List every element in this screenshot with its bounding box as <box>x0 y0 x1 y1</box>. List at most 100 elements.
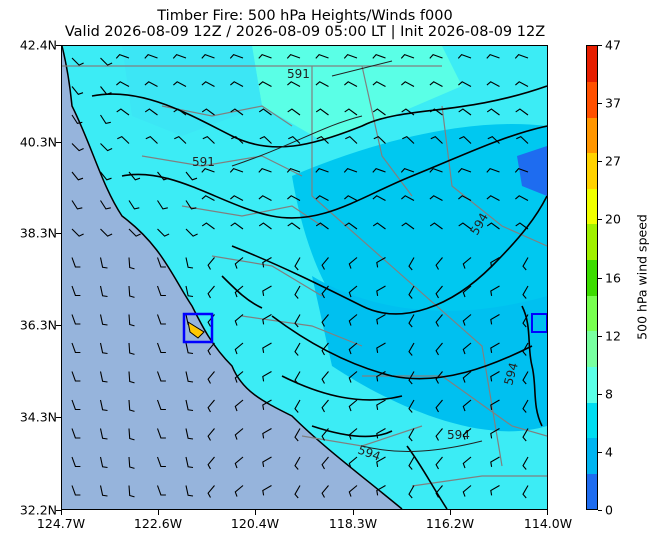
wind-barb <box>185 485 194 497</box>
wind-barbs <box>71 53 529 499</box>
wind-barb <box>376 428 386 439</box>
wind-barb <box>99 285 108 298</box>
wind-barb <box>234 399 244 412</box>
wind-barb <box>201 167 215 173</box>
wind-barb <box>71 200 83 210</box>
wind-barb <box>344 222 358 230</box>
wind-barb <box>457 167 472 173</box>
wind-barb <box>156 371 166 382</box>
wind-barb <box>185 228 198 237</box>
colorbar-tick-mark <box>598 451 602 453</box>
wind-barb <box>373 135 386 144</box>
wind-barb <box>230 108 244 116</box>
wind-barb <box>435 257 443 270</box>
colorbar-segment <box>587 473 597 510</box>
wind-barb <box>462 314 472 326</box>
wind-barb <box>435 399 443 413</box>
wind-barb <box>458 195 472 201</box>
y-tick-label: 34.3N <box>19 409 57 425</box>
wind-barb <box>71 228 84 237</box>
wind-barb <box>321 371 329 384</box>
y-tick-mark <box>56 325 61 326</box>
wind-barb <box>234 456 244 469</box>
wind-barb <box>128 200 140 210</box>
colorbar-tick-label: 47 <box>605 37 621 53</box>
wind-barb <box>99 485 108 497</box>
wind-barb <box>71 57 84 66</box>
wind-barb <box>408 342 415 356</box>
wind-barb <box>185 200 197 210</box>
wind-barb <box>462 342 472 355</box>
wind-barb <box>429 222 443 230</box>
wind-barb <box>400 53 415 59</box>
wind-barb <box>287 195 301 201</box>
chart-title-line-1: Timber Fire: 500 hPa Heights/Winds f000 <box>157 8 453 24</box>
wind-barb <box>522 428 529 442</box>
wind-barb <box>287 81 301 87</box>
wind-barb <box>207 456 215 470</box>
wind-barb <box>435 485 443 498</box>
fire-box <box>182 312 214 344</box>
wind-barb <box>201 108 215 116</box>
wind-barb <box>229 167 244 173</box>
y-tick-label: 36.3N <box>19 317 57 333</box>
wind-barb <box>372 108 386 116</box>
wind-barb <box>99 428 108 440</box>
wind-barb <box>490 314 500 325</box>
wind-barb <box>462 399 472 412</box>
secondary-box <box>531 313 547 333</box>
wind-barb <box>234 342 244 355</box>
colorbar-tick-label: 37 <box>605 95 621 111</box>
wind-barb <box>99 399 108 412</box>
wind-barb <box>230 195 244 201</box>
wind-barb <box>185 285 194 298</box>
wind-barb <box>258 108 272 116</box>
x-tick-mark <box>547 510 548 515</box>
x-tick-mark <box>255 510 256 515</box>
y-tick-mark <box>56 45 61 46</box>
wind-barb <box>128 171 141 181</box>
wind-barb <box>71 285 81 297</box>
chart-title-line-2: Valid 2026-08-09 12Z / 2026-08-09 05:00 … <box>64 24 546 40</box>
wind-barb <box>144 108 158 116</box>
boundary-lines <box>62 65 547 487</box>
ocean <box>62 46 402 509</box>
wind-barb <box>71 171 84 181</box>
wind-barb <box>294 456 301 470</box>
coastline <box>62 46 403 509</box>
wind-barb <box>258 81 272 87</box>
wind-barb <box>343 53 358 59</box>
wind-barb <box>157 171 169 181</box>
wind-barb <box>156 342 166 354</box>
wind-barb <box>401 222 415 230</box>
wind-barb <box>288 135 301 144</box>
wind-barb <box>321 285 329 299</box>
map-canvas: 591 591 594 594 594 594 <box>62 46 547 509</box>
wind-barb <box>515 108 529 116</box>
wind-barb <box>321 399 329 413</box>
colorbar-segment <box>587 366 597 403</box>
wind-barb <box>128 228 141 237</box>
wind-barb <box>258 222 272 230</box>
wind-barb <box>115 53 130 59</box>
wind-barb <box>99 257 108 269</box>
colorbar-segment <box>587 330 597 367</box>
x-tick-mark <box>61 510 62 515</box>
wind-barb <box>514 53 529 59</box>
x-tick-label: 122.6W <box>133 516 183 531</box>
wind-barb <box>207 285 215 299</box>
y-tick-mark <box>56 142 61 143</box>
wind-barb <box>173 81 187 87</box>
wind-barb <box>294 399 301 413</box>
wind-barb <box>514 167 529 173</box>
wind-barb <box>157 200 168 210</box>
colorbar-tick-mark <box>598 161 602 163</box>
wind-barb <box>522 485 529 499</box>
height-contours <box>231 60 483 452</box>
wind-barb <box>315 53 329 59</box>
wind-barb <box>321 456 329 470</box>
wind-barb <box>490 342 500 353</box>
colorbar-tick-mark <box>598 103 602 105</box>
wind-barb <box>71 257 81 268</box>
wind-barb <box>522 285 529 299</box>
